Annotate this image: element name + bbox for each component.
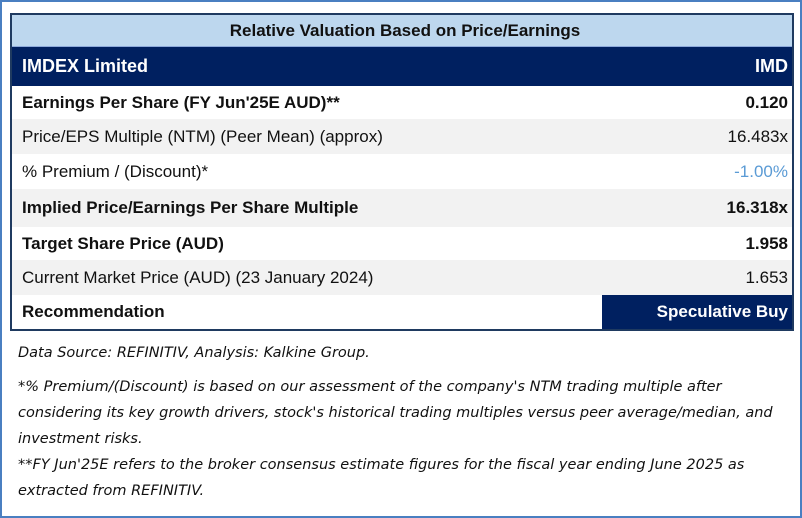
row-label: Earnings Per Share (FY Jun'25E AUD)**: [22, 92, 340, 112]
row-label: Price/EPS Multiple (NTM) (Peer Mean) (ap…: [22, 126, 383, 146]
table-row: Implied Price/Earnings Per Share Multipl…: [12, 189, 792, 227]
row-label: Target Share Price (AUD): [22, 233, 224, 253]
premium-footnote: *% Premium/(Discount) is based on our as…: [18, 379, 773, 447]
table-title: Relative Valuation Based on Price/Earnin…: [12, 15, 792, 47]
row-label: % Premium / (Discount)*: [22, 161, 209, 181]
company-name: IMDEX Limited: [22, 56, 149, 76]
table-row: Price/EPS Multiple (NTM) (Peer Mean) (ap…: [12, 119, 792, 154]
recommendation-row: Recommendation Speculative Buy: [12, 295, 792, 329]
table-row: Target Share Price (AUD) 1.958: [12, 227, 792, 260]
table-row: Current Market Price (AUD) (23 January 2…: [12, 260, 792, 295]
valuation-table: Relative Valuation Based on Price/Earnin…: [10, 13, 794, 331]
recommendation-badge: Speculative Buy: [602, 295, 792, 329]
row-value: 1.958: [745, 233, 788, 253]
row-value: 16.483x: [727, 126, 789, 146]
row-label: Implied Price/Earnings Per Share Multipl…: [22, 198, 359, 217]
ticker: IMD: [755, 56, 788, 76]
row-value: -1.00%: [734, 161, 788, 181]
row-label: Current Market Price (AUD) (23 January 2…: [22, 267, 374, 287]
data-source-note: Data Source: REFINITIV, Analysis: Kalkin…: [18, 345, 370, 361]
company-row: IMDEX Limited IMD: [12, 47, 792, 86]
row-label: Recommendation: [22, 302, 165, 321]
row-value: 0.120: [745, 92, 788, 112]
fy-footnote: **FY Jun'25E refers to the broker consen…: [18, 457, 745, 499]
footnotes: Data Source: REFINITIV, Analysis: Kalkin…: [18, 340, 788, 504]
row-value: 1.653: [745, 267, 788, 287]
table-row: % Premium / (Discount)* -1.00%: [12, 154, 792, 189]
table-row: Earnings Per Share (FY Jun'25E AUD)** 0.…: [12, 86, 792, 119]
row-value: 16.318x: [726, 198, 788, 217]
